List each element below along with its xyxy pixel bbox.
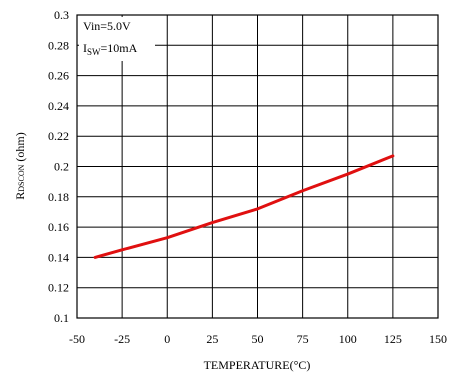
- series-group: [93, 154, 395, 259]
- x-tick-label: 100: [339, 332, 357, 346]
- y-axis-label-unit: (ohm): [13, 132, 27, 164]
- y-axis-label-sub: DSCON: [17, 164, 26, 191]
- y-tick-label: 0.22: [48, 129, 69, 143]
- y-tick-label: 0.26: [48, 69, 69, 83]
- x-tick-label: -50: [69, 332, 85, 346]
- y-axis-label-main: R: [13, 192, 27, 200]
- plot-frame: [76, 14, 439, 319]
- x-tick-label: 0: [164, 332, 170, 346]
- x-tick-label: 125: [384, 332, 402, 346]
- annotation-vin: Vin=5.0V: [83, 19, 131, 33]
- annotation-isw: ISW=10mA: [83, 41, 138, 57]
- y-tick-label: 0.24: [48, 99, 69, 113]
- x-tick-label: 25: [206, 332, 218, 346]
- y-tick-label: 0.1: [54, 311, 69, 325]
- x-tick-label: 50: [252, 332, 264, 346]
- y-tick-label: 0.16: [48, 220, 69, 234]
- x-tick-label: -25: [114, 332, 130, 346]
- y-tick-label: 0.14: [48, 250, 69, 264]
- annotation-isw-rest: =10mA: [101, 41, 138, 55]
- y-axis-label: RDSCON (ohm): [13, 132, 27, 199]
- series-line: [93, 154, 395, 259]
- annotation-box: Vin=5.0V ISW=10mA: [79, 17, 155, 61]
- x-tick-labels: -50 -25 0 25 50 75 100 125 150: [69, 332, 447, 346]
- y-tick-label: 0.18: [48, 190, 69, 204]
- x-axis-label: TEMPERATURE(°C): [204, 358, 311, 372]
- annotation-isw-sub: SW: [87, 47, 101, 57]
- y-tick-label: 0.3: [54, 8, 69, 22]
- y-tick-label: 0.28: [48, 38, 69, 52]
- annotation-background: [79, 17, 155, 61]
- y-tick-label: 0.12: [48, 281, 69, 295]
- y-tick-labels: 0.1 0.12 0.14 0.16 0.18 0.2 0.22 0.24 0.26 0.28 0.…: [48, 8, 69, 325]
- annotation-isw-main: I: [83, 41, 87, 55]
- y-tick-label: 0.2: [54, 160, 69, 174]
- x-tick-label: 150: [429, 332, 447, 346]
- x-tick-label: 75: [297, 332, 309, 346]
